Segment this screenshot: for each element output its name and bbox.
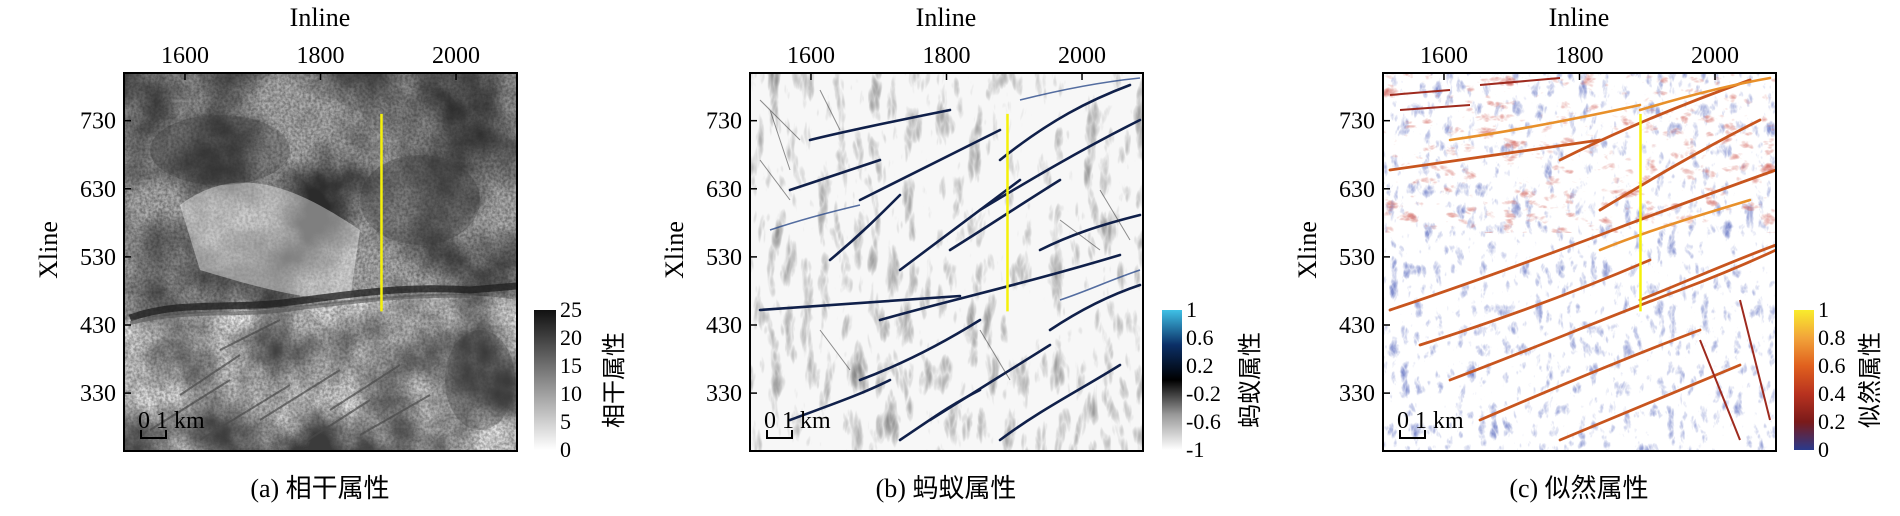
y-tick-label: 330 xyxy=(706,381,742,407)
x-tick-label: 1800 xyxy=(297,43,345,69)
x-tick-label: 2000 xyxy=(1691,43,1739,69)
colorbar-tick-label: 0 xyxy=(560,437,571,462)
panel-caption: (b) 蚂蚁属性 xyxy=(876,474,1017,503)
axis-ticks: 1600 1800 2000 730 630 530 430 330 xyxy=(706,43,1106,407)
y-tick-label: 530 xyxy=(1339,245,1375,271)
x-tick-label: 1800 xyxy=(923,43,971,69)
colorbar-tick-label: 0.4 xyxy=(1818,381,1846,406)
axis-ticks: 1600 1800 2000 730 630 530 430 330 xyxy=(80,43,480,407)
panel-caption: (c) 似然属性 xyxy=(1509,474,1648,503)
panel-c: 1600 1800 2000 730 630 530 430 330 Inline Xline… xyxy=(1293,3,1884,503)
scale-bar: 0 1 km xyxy=(138,408,205,439)
x-tick-label: 1600 xyxy=(1420,43,1468,69)
x-tick-label: 2000 xyxy=(432,43,480,69)
colorbar-tick-label: 15 xyxy=(560,353,582,378)
colorbar-tick-label: 0.8 xyxy=(1818,325,1846,350)
scale-bar: 0 1 km xyxy=(764,408,831,439)
y-axis-label: Xline xyxy=(34,221,63,279)
y-tick-label: 430 xyxy=(80,313,116,339)
ant-tracking-image xyxy=(750,73,1143,451)
y-tick-label: 730 xyxy=(706,109,742,135)
colorbar-tick-label: 25 xyxy=(560,297,582,322)
colorbar-tick-label: -0.6 xyxy=(1186,409,1221,434)
y-tick-label: 430 xyxy=(1339,313,1375,339)
y-tick-label: 430 xyxy=(706,313,742,339)
colorbar-title: 似然属性 xyxy=(1857,332,1884,428)
panel-a: 1600 1800 2000 730 630 530 430 330 Inline Xline… xyxy=(34,3,628,503)
colorbar-tick-label: 0 xyxy=(1818,437,1829,462)
y-tick-label: 330 xyxy=(1339,381,1375,407)
y-tick-label: 530 xyxy=(706,245,742,271)
scale-bar-label: 0 1 km xyxy=(1397,408,1464,434)
coherence-image xyxy=(124,73,517,451)
colorbar-tick-label: 5 xyxy=(560,409,571,434)
colorbar-tick-label: 1 xyxy=(1186,297,1197,322)
x-tick-label: 1600 xyxy=(787,43,835,69)
axis-ticks: 1600 1800 2000 730 630 530 430 330 xyxy=(1339,43,1739,407)
panel-b: 1600 1800 2000 730 630 530 430 330 Inline Xline… xyxy=(660,3,1264,503)
y-tick-label: 730 xyxy=(80,109,116,135)
y-tick-label: 630 xyxy=(80,177,116,203)
colorbar-title: 蚂蚁属性 xyxy=(1237,332,1264,428)
y-axis-label: Xline xyxy=(1293,221,1322,279)
scale-bar-label: 0 1 km xyxy=(138,408,205,434)
y-tick-label: 730 xyxy=(1339,109,1375,135)
colorbar-tick-label: -0.2 xyxy=(1186,381,1221,406)
x-tick-label: 1800 xyxy=(1556,43,1604,69)
colorbar-tick-label: 0.2 xyxy=(1186,353,1214,378)
likelihood-image xyxy=(1383,73,1776,451)
scale-bar-label: 0 1 km xyxy=(764,408,831,434)
y-tick-label: 330 xyxy=(80,381,116,407)
colorbar-tick-label: 20 xyxy=(560,325,582,350)
colorbar-tick-label: 1 xyxy=(1818,297,1829,322)
x-axis-label: Inline xyxy=(1549,3,1610,32)
colorbar-tick-label: 0.6 xyxy=(1818,353,1846,378)
x-axis-label: Inline xyxy=(290,3,351,32)
x-tick-label: 2000 xyxy=(1058,43,1106,69)
colorbar: 1 0.6 0.2 -0.2 -0.6 -1 蚂蚁属性 xyxy=(1162,297,1264,462)
colorbar: 1 0.8 0.6 0.4 0.2 0 似然属性 xyxy=(1794,297,1884,462)
scale-bar: 0 1 km xyxy=(1397,408,1464,439)
colorbar-tick-label: 0.2 xyxy=(1818,409,1846,434)
colorbar-tick-label: 0.6 xyxy=(1186,325,1214,350)
colorbar-title: 相干属性 xyxy=(601,332,628,428)
y-tick-label: 530 xyxy=(80,245,116,271)
colorbar-tick-label: 10 xyxy=(560,381,582,406)
y-tick-label: 630 xyxy=(706,177,742,203)
y-tick-label: 630 xyxy=(1339,177,1375,203)
x-axis-label: Inline xyxy=(916,3,977,32)
y-axis-label: Xline xyxy=(660,221,689,279)
colorbar-tick-label: -1 xyxy=(1186,437,1204,462)
colorbar: 25 20 15 10 5 0 相干属性 xyxy=(534,297,628,462)
panel-caption: (a) 相干属性 xyxy=(250,474,389,503)
x-tick-label: 1600 xyxy=(161,43,209,69)
